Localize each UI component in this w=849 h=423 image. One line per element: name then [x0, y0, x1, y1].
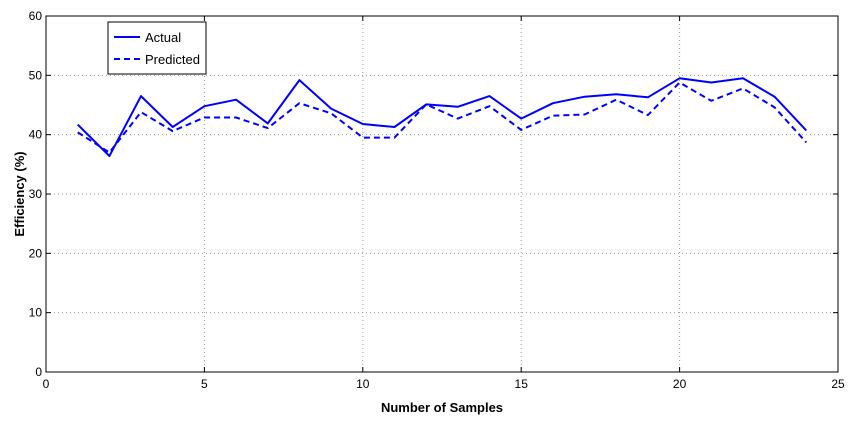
- y-axis-label: Efficiency (%): [12, 151, 27, 236]
- y-tick-label: 0: [35, 365, 42, 379]
- y-tick-label: 50: [29, 68, 43, 82]
- y-tick-label: 30: [29, 187, 43, 201]
- x-tick-label: 20: [673, 377, 687, 391]
- y-tick-label: 20: [29, 246, 43, 260]
- legend-label-actual: Actual: [145, 30, 181, 45]
- legend-label-predicted: Predicted: [145, 52, 200, 67]
- y-tick-label: 60: [29, 9, 43, 23]
- series-lines: [76, 77, 808, 157]
- x-tick-label: 15: [515, 377, 529, 391]
- legend-box: [107, 21, 207, 75]
- x-tick-label: 10: [356, 377, 370, 391]
- grid-lines: [46, 16, 838, 372]
- x-axis-label: Number of Samples: [381, 400, 503, 415]
- x-tick-label: 0: [43, 377, 50, 391]
- axis-ticks: 0 5 10 15 20 25 0 10 20 30 40 50 60: [29, 9, 845, 391]
- y-tick-label: 40: [29, 128, 43, 142]
- y-tick-label: 10: [29, 306, 43, 320]
- x-tick-label: 25: [831, 377, 845, 391]
- series-line-predicted: [77, 81, 808, 154]
- x-tick-label: 5: [201, 377, 208, 391]
- series-line-actual: [76, 77, 808, 157]
- legend: Actual Predicted: [107, 21, 207, 75]
